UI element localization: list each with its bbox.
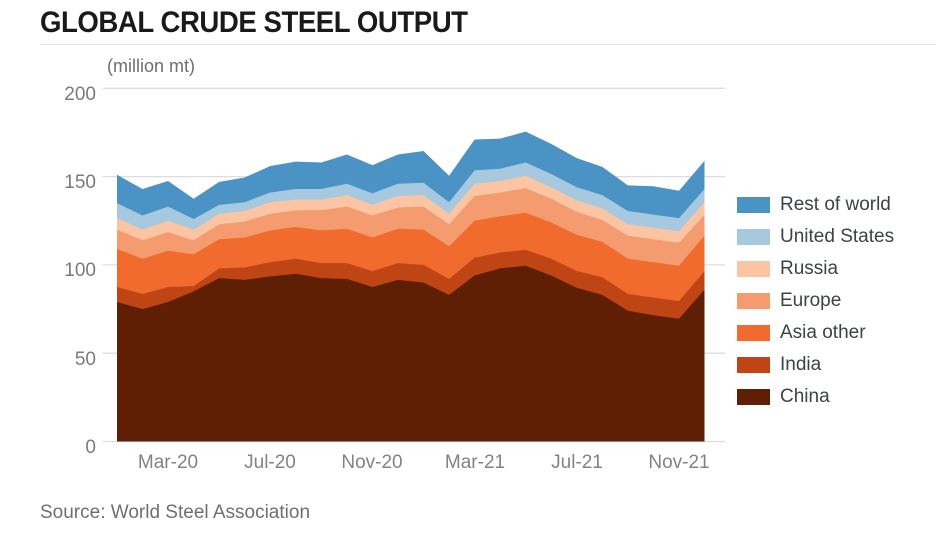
- legend-swatch-rest-of-world: [737, 197, 770, 213]
- legend: Rest of world United States Russia Europ…: [737, 194, 895, 421]
- source-text: Source: World Steel Association: [40, 502, 311, 523]
- x-tick-label-jul-21: Jul-21: [551, 452, 603, 473]
- x-tick-label-mar-20: Mar-20: [137, 452, 199, 473]
- legend-item-india: India: [737, 354, 894, 375]
- y-tick-label-100: 100: [64, 260, 96, 281]
- legend-swatch-china: [737, 389, 770, 405]
- x-tick-label-jul-20: Jul-20: [244, 452, 296, 473]
- legend-label-china: China: [780, 386, 830, 407]
- legend-swatch-india: [737, 357, 770, 373]
- y-axis-units-label: (million mt): [107, 56, 195, 76]
- legend-label-russia: Russia: [780, 258, 839, 279]
- legend-label-europe: Europe: [780, 290, 842, 311]
- legend-label-united-states: United States: [780, 226, 895, 247]
- legend-label-india: India: [780, 354, 822, 375]
- y-tick-label-50: 50: [74, 349, 96, 370]
- legend-item-asia-other: Asia other: [737, 322, 894, 343]
- legend-item-russia: Russia: [737, 258, 894, 279]
- y-tick-label-150: 150: [64, 172, 96, 193]
- legend-label-rest-of-world: Rest of world: [780, 194, 891, 215]
- x-tick-label-nov-20: Nov-20: [341, 452, 403, 473]
- legend-swatch-europe: [737, 293, 770, 309]
- page-title: GLOBAL CRUDE STEEL OUTPUT: [40, 6, 468, 39]
- y-tick-label-200: 200: [64, 84, 96, 105]
- y-tick-label-0: 0: [85, 437, 96, 458]
- legend-label-asia-other: Asia other: [780, 322, 866, 343]
- legend-swatch-russia: [737, 261, 770, 277]
- x-tick-label-nov-21: Nov-21: [648, 452, 710, 473]
- legend-item-europe: Europe: [737, 290, 894, 311]
- title-divider: [40, 44, 936, 45]
- legend-item-united-states: United States: [737, 226, 895, 247]
- x-tick-label-mar-21: Mar-21: [444, 452, 506, 473]
- legend-item-china: China: [737, 386, 894, 407]
- legend-swatch-asia-other: [737, 325, 770, 341]
- legend-item-rest-of-world: Rest of world: [737, 194, 894, 215]
- legend-swatch-united-states: [737, 229, 770, 245]
